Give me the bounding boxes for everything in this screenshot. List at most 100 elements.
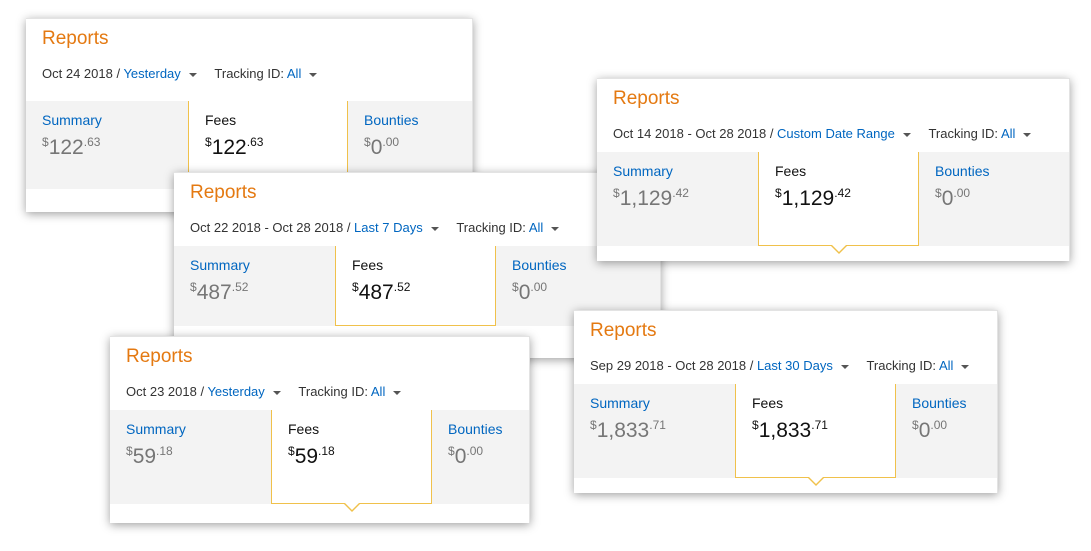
amount-cents: .00 <box>930 418 948 432</box>
date-range-dropdown[interactable]: Yesterday <box>207 384 265 399</box>
amount-whole: 487 <box>358 281 394 304</box>
tab-label: Summary <box>190 257 250 273</box>
amount-whole: 487 <box>196 281 232 304</box>
metric-tabs: Summary $487.52 Fees $487.52 Bounties $0… <box>174 246 660 326</box>
filter-row: Sep 29 2018 - Oct 28 2018 / Last 30 Days… <box>590 355 997 377</box>
bounties-amount: $0.00 <box>512 281 644 305</box>
currency-symbol: $ <box>364 135 371 149</box>
tracking-id-dropdown[interactable]: All <box>286 66 302 81</box>
tab-label: Bounties <box>935 163 990 179</box>
tab-label: Fees <box>775 163 807 179</box>
date-range-dropdown[interactable]: Custom Date Range <box>777 126 895 141</box>
metric-tabs: Summary $1,129.42 Fees $1,129.42 Bountie… <box>597 152 1069 254</box>
fees-amount: $59.18 <box>288 445 415 469</box>
amount-whole: 1,129 <box>781 187 835 210</box>
chevron-down-icon[interactable] <box>1023 132 1032 137</box>
summary-amount: $1,833.71 <box>590 419 719 443</box>
chevron-down-icon[interactable] <box>393 390 402 395</box>
currency-symbol: $ <box>912 418 919 432</box>
card-header: Reports Oct 23 2018 / Yesterday Tracking… <box>110 337 529 403</box>
bounties-amount: $0.00 <box>935 187 1053 211</box>
reports-title: Reports <box>613 88 680 109</box>
tab-label: Fees <box>288 421 320 437</box>
chevron-down-icon[interactable] <box>551 226 560 231</box>
tracking-id-dropdown[interactable]: All <box>370 384 386 399</box>
tab-label: Summary <box>613 163 673 179</box>
amount-cents: .63 <box>246 135 264 149</box>
tab-bounties[interactable]: Bounties $0.00 <box>896 384 997 478</box>
summary-amount: $122.63 <box>42 136 172 160</box>
amount-whole: 59 <box>294 445 319 468</box>
tab-label: Bounties <box>448 421 503 437</box>
amount-cents: .00 <box>382 135 400 149</box>
card-header: Reports Sep 29 2018 - Oct 28 2018 / Last… <box>574 311 997 377</box>
tab-summary[interactable]: Summary $122.63 <box>26 101 188 189</box>
chevron-down-icon[interactable] <box>840 364 849 369</box>
currency-symbol: $ <box>205 135 212 149</box>
tab-summary[interactable]: Summary $487.52 <box>174 246 335 326</box>
tab-label: Summary <box>126 421 186 437</box>
report-card-oct-23: Reports Oct 23 2018 / Yesterday Tracking… <box>110 336 530 523</box>
tab-fees[interactable]: Fees $59.18 <box>271 410 432 512</box>
tab-summary[interactable]: Summary $59.18 <box>110 410 271 504</box>
amount-whole: 1,129 <box>619 187 673 210</box>
chevron-down-icon[interactable] <box>272 390 281 395</box>
active-tab-pointer <box>829 244 848 254</box>
bounties-amount: $0.00 <box>448 445 513 469</box>
currency-symbol: $ <box>590 418 597 432</box>
amount-cents: .00 <box>530 280 548 294</box>
amount-whole: 122 <box>211 136 247 159</box>
card-header: Reports Oct 22 2018 - Oct 28 2018 / Last… <box>174 173 660 239</box>
tab-label: Fees <box>205 112 237 128</box>
card-header: Reports Oct 14 2018 - Oct 28 2018 / Cust… <box>597 79 1069 145</box>
reports-title: Reports <box>590 320 657 341</box>
tab-fees[interactable]: Fees $1,833.71 <box>735 384 896 486</box>
tab-bounties[interactable]: Bounties $0.00 <box>432 410 529 504</box>
amount-whole: 0 <box>454 445 467 468</box>
filter-row: Oct 22 2018 - Oct 28 2018 / Last 7 Days … <box>190 217 660 239</box>
tracking-id-label: Tracking ID: <box>298 384 371 399</box>
fees-amount: $122.63 <box>205 136 331 160</box>
metric-tabs: Summary $1,833.71 Fees $1,833.71 Bountie… <box>574 384 997 486</box>
chevron-down-icon[interactable] <box>902 132 911 137</box>
amount-cents: .71 <box>811 418 828 432</box>
amount-whole: 0 <box>941 187 954 210</box>
chevron-down-icon[interactable] <box>309 72 318 77</box>
tab-bounties[interactable]: Bounties $0.00 <box>919 152 1069 246</box>
date-range-text: Oct 14 2018 - Oct 28 2018 / <box>613 126 778 141</box>
summary-amount: $59.18 <box>126 445 255 469</box>
card-header: Reports Oct 24 2018 / Yesterday Tracking… <box>26 19 472 85</box>
tracking-id-dropdown[interactable]: All <box>938 358 954 373</box>
currency-symbol: $ <box>190 280 197 294</box>
amount-whole: 122 <box>48 136 84 159</box>
tracking-id-label: Tracking ID: <box>866 358 939 373</box>
tab-fees[interactable]: Fees $1,129.42 <box>758 152 919 254</box>
tab-summary[interactable]: Summary $1,833.71 <box>574 384 735 478</box>
tracking-id-dropdown[interactable]: All <box>1000 126 1016 141</box>
tab-label: Fees <box>752 395 784 411</box>
amount-whole: 59 <box>132 445 157 468</box>
filter-row: Oct 24 2018 / Yesterday Tracking ID: All <box>42 63 472 85</box>
date-range-dropdown[interactable]: Yesterday <box>123 66 181 81</box>
amount-cents: .42 <box>834 186 851 200</box>
filter-row: Oct 14 2018 - Oct 28 2018 / Custom Date … <box>613 123 1069 145</box>
amount-cents: .52 <box>393 280 411 294</box>
bounties-amount: $0.00 <box>364 136 456 160</box>
currency-symbol: $ <box>613 186 620 200</box>
chevron-down-icon[interactable] <box>188 72 197 77</box>
date-range-dropdown[interactable]: Last 7 Days <box>354 220 423 235</box>
chevron-down-icon[interactable] <box>430 226 439 231</box>
tab-label: Summary <box>42 112 102 128</box>
tracking-id-label: Tracking ID: <box>928 126 1001 141</box>
currency-symbol: $ <box>512 280 519 294</box>
amount-cents: .00 <box>953 186 971 200</box>
reports-title: Reports <box>126 346 193 367</box>
date-range-dropdown[interactable]: Last 30 Days <box>756 358 833 373</box>
tab-fees[interactable]: Fees $487.52 <box>335 246 496 326</box>
tracking-id-dropdown[interactable]: All <box>528 220 544 235</box>
chevron-down-icon[interactable] <box>961 364 970 369</box>
fees-amount: $1,833.71 <box>752 419 879 443</box>
tab-summary[interactable]: Summary $1,129.42 <box>597 152 758 246</box>
amount-cents: .18 <box>156 444 173 458</box>
reports-title: Reports <box>42 28 109 49</box>
